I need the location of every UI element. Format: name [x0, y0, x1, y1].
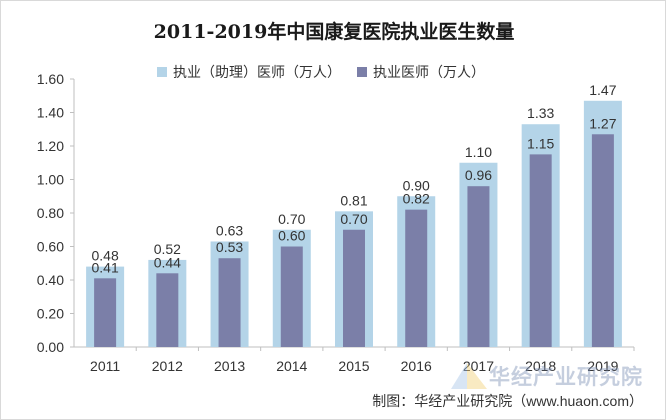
x-tick-label-2013: 2013 — [214, 358, 245, 374]
legend-item-series-2: 执业医师（万人） — [357, 62, 485, 82]
data-label-series-1-2016: 0.90 — [403, 177, 430, 193]
bar-series-2-2017 — [467, 186, 490, 347]
data-label-series-2-2017: 0.96 — [465, 167, 492, 183]
y-tick-label-7: 1.40 — [37, 105, 64, 121]
legend-swatch-series-1 — [157, 67, 167, 77]
bar-series-2-2014 — [280, 246, 303, 347]
data-label-series-1-2012: 0.52 — [154, 241, 181, 257]
y-tick-label-6: 1.20 — [37, 138, 64, 154]
bar-series-2-2018 — [529, 154, 552, 347]
chart-title: 2011-2019年中国康复医院执业医生数量 — [153, 21, 515, 43]
data-label-series-2-2012: 0.44 — [154, 254, 181, 270]
x-tick-label-2018: 2018 — [525, 358, 556, 374]
data-label-series-2-2018: 1.15 — [527, 135, 554, 151]
legend-label-series-1: 执业（助理）医师（万人） — [173, 64, 341, 80]
x-tick-label-2012: 2012 — [152, 358, 183, 374]
watermark: 华经产业研究院 — [449, 359, 643, 393]
x-tick-label-2014: 2014 — [276, 358, 307, 374]
chart-legend: 执业（助理）医师（万人） 执业医师（万人） — [157, 63, 501, 81]
y-tick-label-1: 0.20 — [37, 306, 64, 322]
bar-series-2-2015 — [343, 229, 365, 347]
x-tick-label-2016: 2016 — [401, 358, 432, 374]
data-label-series-2-2019: 1.27 — [589, 115, 616, 131]
data-label-series-1-2014: 0.70 — [278, 211, 305, 227]
legend-swatch-series-2 — [357, 67, 367, 77]
y-tick-label-5: 1.00 — [37, 172, 64, 188]
data-label-series-2-2014: 0.60 — [278, 228, 305, 244]
legend-item-series-1: 执业（助理）医师（万人） — [157, 62, 341, 82]
data-label-series-2-2011: 0.41 — [91, 259, 118, 275]
data-label-series-1-2018: 1.33 — [527, 105, 554, 121]
bar-series-2-2016 — [405, 209, 428, 347]
y-tick-label-0: 0.00 — [37, 339, 64, 355]
y-tick-label-2: 0.40 — [37, 272, 64, 288]
data-label-series-1-2019: 1.47 — [589, 82, 616, 98]
y-tick-label-8: 1.60 — [37, 71, 64, 87]
y-tick-label-4: 0.80 — [37, 205, 64, 221]
data-label-series-1-2011: 0.48 — [91, 248, 118, 264]
data-label-series-2-2016: 0.82 — [403, 191, 430, 207]
bar-series-2-2019 — [591, 134, 614, 347]
bar-series-2-2013 — [218, 258, 241, 347]
bar-series-2-2011 — [94, 278, 117, 347]
data-label-series-2-2015: 0.70 — [340, 211, 367, 227]
data-label-series-1-2013: 0.63 — [216, 222, 243, 238]
data-label-series-2-2013: 0.53 — [216, 239, 243, 255]
x-tick-label-2019: 2019 — [587, 358, 618, 374]
x-tick-label-2011: 2011 — [90, 358, 120, 374]
watermark-text: 华经产业研究院 — [489, 365, 643, 389]
bar-series-2-2012 — [156, 273, 179, 347]
x-tick-label-2017: 2017 — [463, 358, 494, 374]
x-tick-label-2015: 2015 — [338, 358, 369, 374]
source-credit: 制图：华经产业研究院（www.huaon.com） — [372, 393, 643, 409]
y-tick-label-3: 0.60 — [37, 239, 64, 255]
legend-label-series-2: 执业医师（万人） — [373, 64, 485, 80]
data-label-series-1-2017: 1.10 — [465, 144, 492, 160]
watermark-logo-icon — [451, 363, 487, 389]
data-label-series-1-2015: 0.81 — [340, 192, 367, 208]
